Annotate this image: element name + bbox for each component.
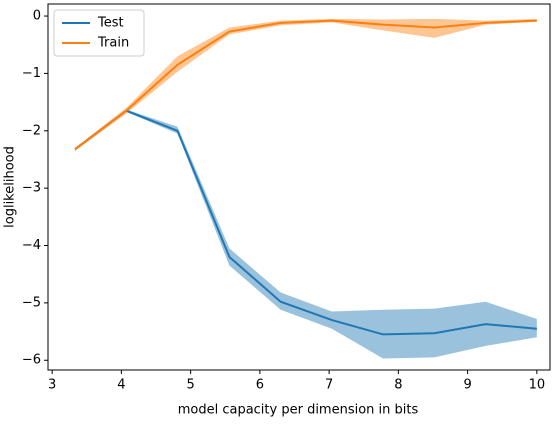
x-tick-label: 5 [186,378,194,393]
y-tick-label: −4 [22,238,41,253]
y-tick-label: −6 [22,353,41,368]
y-tick-label: 0 [33,9,41,24]
line [74,109,537,336]
legend-label: Test [97,16,124,31]
x-tick-label: 9 [463,378,471,393]
x-tick-label: 3 [48,378,56,393]
plot-frame [47,3,551,371]
x-tick-label: 6 [256,378,264,393]
y-tick-label: −3 [22,181,41,196]
confidence-band [75,109,537,359]
y-tick-label: −5 [22,295,41,310]
x-tick-label: 10 [529,378,546,393]
legend-box [53,9,145,57]
y-tick-label: −2 [22,123,41,138]
y-tick-label: −1 [22,66,41,81]
y-axis-label: loglikelihood [3,146,18,228]
confidence-band [75,18,537,151]
legend-label: Train [97,36,129,51]
x-tick-label: 7 [325,378,333,393]
x-axis-label: model capacity per dimension in bits [178,403,419,418]
x-tick-label: 4 [117,378,125,393]
line [74,19,537,150]
x-tick-label: 8 [394,378,402,393]
